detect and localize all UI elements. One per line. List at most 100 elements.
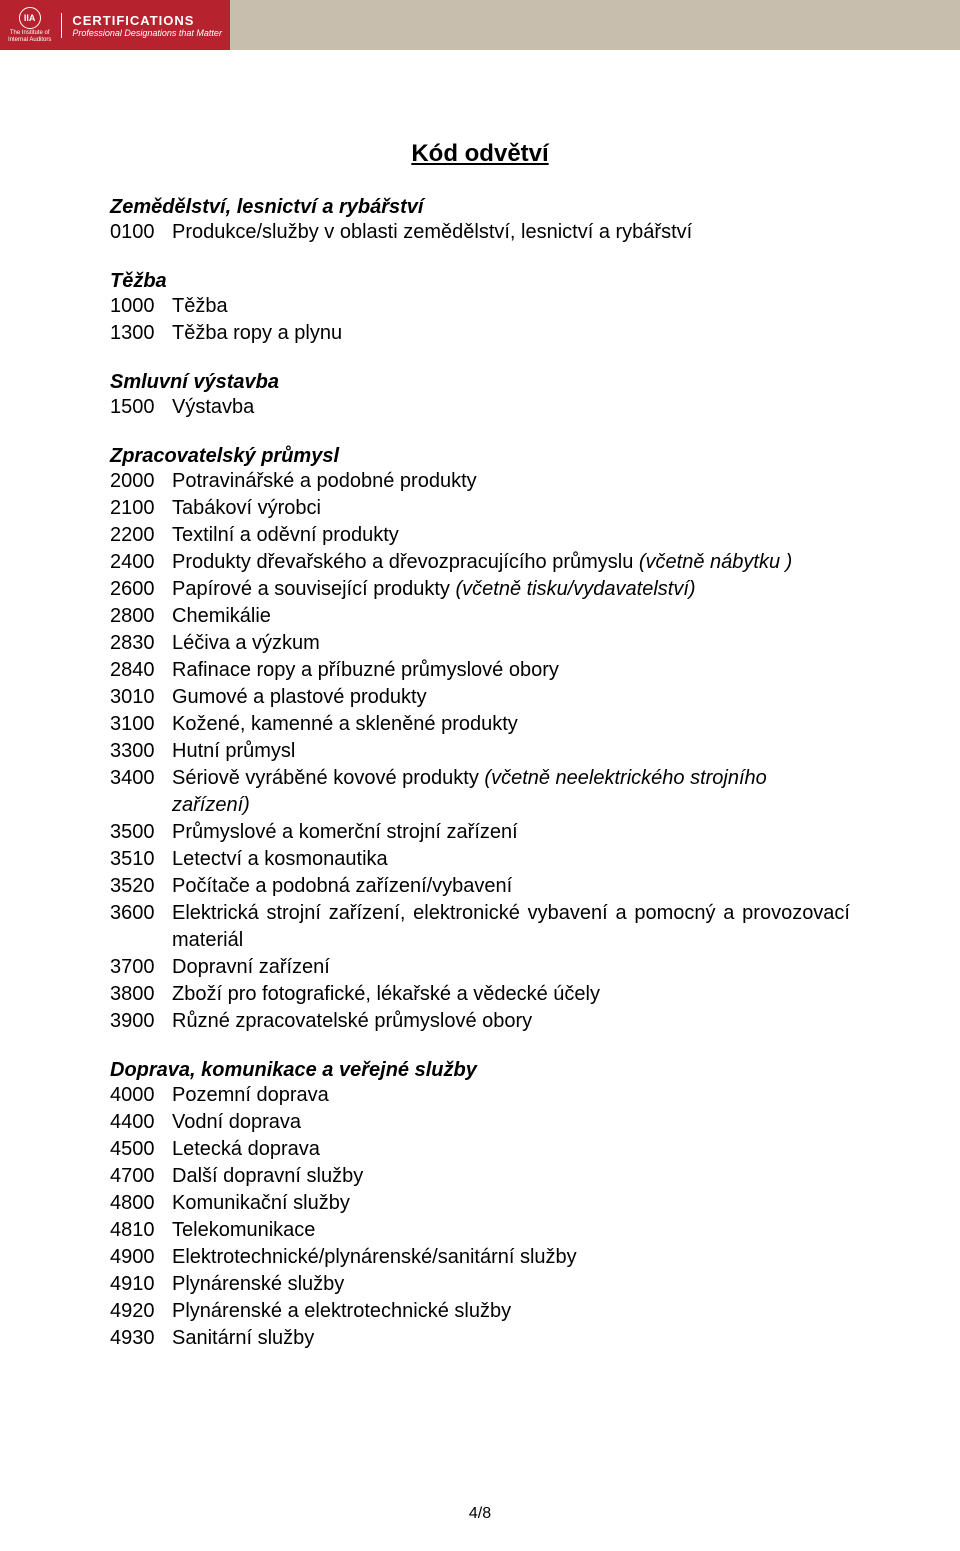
code-row: 3100Kožené, kamenné a skleněné produkty	[110, 711, 850, 738]
code-desc: Průmyslové a komerční strojní zařízení	[172, 819, 850, 846]
code-note: (včetně nábytku )	[639, 551, 792, 573]
code-desc: Chemikálie	[172, 603, 850, 630]
code-row: 3300Hutní průmysl	[110, 738, 850, 765]
code-value: 4400	[110, 1109, 172, 1136]
code-row: 1500Výstavba	[110, 394, 850, 421]
code-desc: Vodní doprava	[172, 1109, 850, 1136]
code-desc: Elektrotechnické/plynárenské/sanitární s…	[172, 1244, 850, 1271]
code-value: 2100	[110, 495, 172, 522]
code-value: 3700	[110, 954, 172, 981]
page-number: 4/8	[0, 1505, 960, 1523]
code-value: 2600	[110, 576, 172, 603]
section-heading: Smluvní výstavba	[110, 371, 850, 394]
banner-right	[230, 0, 960, 50]
code-value: 4000	[110, 1082, 172, 1109]
cert-subtitle: Professional Designations that Matter	[72, 28, 222, 38]
code-row: 1300Těžba ropy a plynu	[110, 320, 850, 347]
code-desc: Gumové a plastové produkty	[172, 684, 850, 711]
code-desc: Hutní průmysl	[172, 738, 850, 765]
code-value: 2400	[110, 549, 172, 576]
code-desc: Letectví a kosmonautika	[172, 846, 850, 873]
code-row: 4910Plynárenské služby	[110, 1271, 850, 1298]
code-value: 3510	[110, 846, 172, 873]
code-row: 3500Průmyslové a komerční strojní zaříze…	[110, 819, 850, 846]
code-desc: Telekomunikace	[172, 1217, 850, 1244]
code-row: 2830Léčiva a výzkum	[110, 630, 850, 657]
code-row: 2800Chemikálie	[110, 603, 850, 630]
cert-title: CERTIFICATIONS	[72, 13, 222, 28]
code-value: 4910	[110, 1271, 172, 1298]
code-desc: Výstavba	[172, 394, 850, 421]
code-desc: Potravinářské a podobné produkty	[172, 468, 850, 495]
code-desc: Sériově vyráběné kovové produkty (včetně…	[172, 765, 850, 819]
code-value: 4800	[110, 1190, 172, 1217]
code-row: 4800Komunikační služby	[110, 1190, 850, 1217]
code-desc: Textilní a oděvní produkty	[172, 522, 850, 549]
code-value: 2200	[110, 522, 172, 549]
code-desc: Papírové a související produkty (včetně …	[172, 576, 850, 603]
code-value: 4700	[110, 1163, 172, 1190]
section-heading: Doprava, komunikace a veřejné služby	[110, 1059, 850, 1082]
code-row: 4900Elektrotechnické/plynárenské/sanitár…	[110, 1244, 850, 1271]
code-value: 2830	[110, 630, 172, 657]
code-row: 3700Dopravní zařízení	[110, 954, 850, 981]
code-value: 4930	[110, 1325, 172, 1352]
code-value: 3010	[110, 684, 172, 711]
cert-block: CERTIFICATIONS Professional Designations…	[61, 13, 222, 38]
code-value: 4500	[110, 1136, 172, 1163]
code-value: 1000	[110, 293, 172, 320]
code-row: 4000Pozemní doprava	[110, 1082, 850, 1109]
code-row: 4930Sanitární služby	[110, 1325, 850, 1352]
code-desc: Elektrická strojní zařízení, elektronick…	[172, 900, 850, 954]
code-desc: Produkty dřevařského a dřevozpracujícího…	[172, 549, 850, 576]
code-row: 4700Další dopravní služby	[110, 1163, 850, 1190]
code-desc: Léčiva a výzkum	[172, 630, 850, 657]
code-row: 2200Textilní a oděvní produkty	[110, 522, 850, 549]
code-row: 4400Vodní doprava	[110, 1109, 850, 1136]
code-value: 3900	[110, 1008, 172, 1035]
code-row: 4920Plynárenské a elektrotechnické služb…	[110, 1298, 850, 1325]
code-desc: Plynárenské a elektrotechnické služby	[172, 1298, 850, 1325]
code-value: 3800	[110, 981, 172, 1008]
code-row: 3400Sériově vyráběné kovové produkty (vč…	[110, 765, 850, 819]
code-row: 2000Potravinářské a podobné produkty	[110, 468, 850, 495]
code-row: 3600Elektrická strojní zařízení, elektro…	[110, 900, 850, 954]
code-value: 3520	[110, 873, 172, 900]
section-heading: Těžba	[110, 270, 850, 293]
code-desc: Rafinace ropy a příbuzné průmyslové obor…	[172, 657, 850, 684]
code-desc: Zboží pro fotografické, lékařské a vědec…	[172, 981, 850, 1008]
code-value: 4920	[110, 1298, 172, 1325]
code-row: 2600Papírové a související produkty (vče…	[110, 576, 850, 603]
code-desc: Kožené, kamenné a skleněné produkty	[172, 711, 850, 738]
code-row: 3510Letectví a kosmonautika	[110, 846, 850, 873]
iia-logo-sub2: Internal Auditors	[8, 37, 51, 43]
code-value: 3500	[110, 819, 172, 846]
sections-container: Zemědělství, lesnictví a rybářství0100Pr…	[110, 196, 850, 1352]
code-desc: Dopravní zařízení	[172, 954, 850, 981]
code-note: (včetně tisku/vydavatelství)	[455, 578, 695, 600]
code-value: 3100	[110, 711, 172, 738]
code-row: 3900Různé zpracovatelské průmyslové obor…	[110, 1008, 850, 1035]
code-value: 2800	[110, 603, 172, 630]
section-heading: Zpracovatelský průmysl	[110, 445, 850, 468]
page-title: Kód odvětví	[110, 140, 850, 168]
code-desc: Komunikační služby	[172, 1190, 850, 1217]
code-row: 3520Počítače a podobná zařízení/vybavení	[110, 873, 850, 900]
code-desc: Těžba	[172, 293, 850, 320]
code-row: 2400Produkty dřevařského a dřevozpracují…	[110, 549, 850, 576]
code-value: 2840	[110, 657, 172, 684]
code-row: 2100Tabákoví výrobci	[110, 495, 850, 522]
code-value: 4900	[110, 1244, 172, 1271]
code-desc: Letecká doprava	[172, 1136, 850, 1163]
code-row: 3010Gumové a plastové produkty	[110, 684, 850, 711]
code-note: (včetně neelektrického strojního zařízen…	[172, 767, 767, 816]
code-desc: Produkce/služby v oblasti zemědělství, l…	[172, 219, 850, 246]
code-value: 3300	[110, 738, 172, 765]
code-value: 1300	[110, 320, 172, 347]
code-value: 3400	[110, 765, 172, 819]
iia-logo: IIA The Institute of Internal Auditors	[8, 7, 51, 43]
code-row: 2840Rafinace ropy a příbuzné průmyslové …	[110, 657, 850, 684]
code-value: 2000	[110, 468, 172, 495]
page-body: Kód odvětví Zemědělství, lesnictví a ryb…	[0, 50, 960, 1352]
header-banner: IIA The Institute of Internal Auditors C…	[0, 0, 960, 50]
